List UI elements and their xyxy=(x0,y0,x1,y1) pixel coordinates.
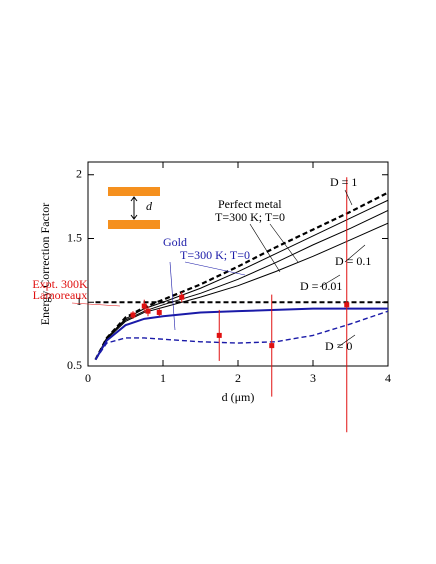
curve xyxy=(95,199,389,360)
annotation: D = 0.01 xyxy=(300,279,342,293)
curve xyxy=(94,191,389,361)
pointer xyxy=(337,334,356,348)
curve xyxy=(95,222,389,360)
x-axis-label: d (μm) xyxy=(222,390,255,404)
annotation: Expt. 300K xyxy=(32,277,88,291)
y-tick-label: 2 xyxy=(76,167,82,181)
y-tick-label: 1.5 xyxy=(67,230,82,244)
data-point xyxy=(145,308,151,314)
x-tick-label: 2 xyxy=(235,371,241,385)
y-tick-label: 0.5 xyxy=(67,358,82,372)
pointer xyxy=(344,244,366,263)
x-tick-label: 0 xyxy=(85,371,91,385)
y-tick-label: 1 xyxy=(76,294,82,308)
pointer xyxy=(184,261,246,276)
annotation: D = 0.1 xyxy=(335,254,371,268)
annotation: d xyxy=(146,199,153,213)
curve xyxy=(94,310,389,361)
y-axis-label: Energy Correction Factor xyxy=(38,203,52,325)
curve xyxy=(94,307,388,361)
data-point xyxy=(269,343,275,349)
data-point xyxy=(179,294,185,300)
pointer xyxy=(269,223,299,263)
annotation: T=300 K; T=0 xyxy=(180,248,250,262)
annotation: Perfect metal xyxy=(218,197,282,211)
x-tick-label: 1 xyxy=(160,371,166,385)
x-tick-label: 3 xyxy=(310,371,316,385)
pointer xyxy=(71,302,121,307)
plate xyxy=(108,220,160,229)
plate xyxy=(108,187,160,196)
pointer xyxy=(249,223,281,273)
data-point xyxy=(156,309,162,315)
x-tick-label: 4 xyxy=(385,371,391,385)
data-point xyxy=(216,332,222,338)
annotation: Gold xyxy=(163,235,187,249)
data-point xyxy=(130,312,136,318)
curve xyxy=(95,209,389,360)
annotation: D = 0 xyxy=(325,339,352,353)
data-point xyxy=(344,302,350,308)
annotation: D = 1 xyxy=(330,175,357,189)
pointer xyxy=(169,261,176,331)
gap-arrow-heads xyxy=(130,196,138,220)
pointer xyxy=(344,189,353,206)
data-point xyxy=(141,303,147,309)
pointer xyxy=(319,274,341,288)
annotation: Lamoreaux xyxy=(33,288,88,302)
annotation: T=300 K; T=0 xyxy=(215,210,285,224)
